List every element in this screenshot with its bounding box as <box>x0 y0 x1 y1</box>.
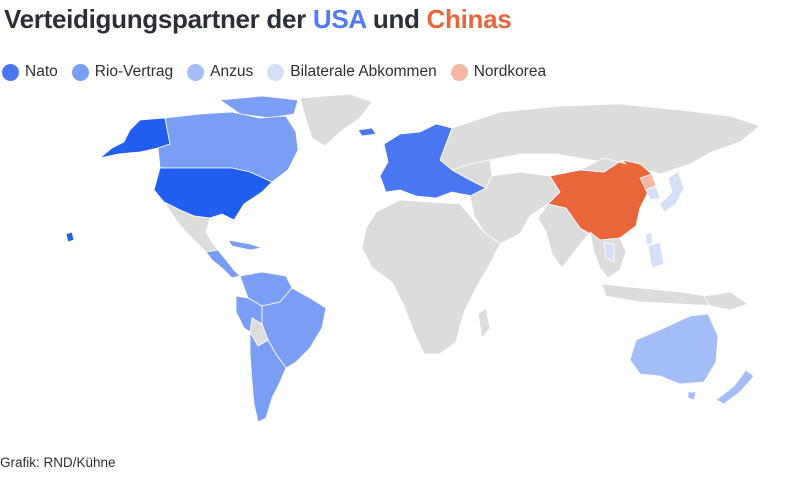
region-africa <box>361 199 501 355</box>
title-middle: und <box>365 4 427 34</box>
region-southern-cone <box>249 331 287 423</box>
legend-item-northkorea: Nordkorea <box>450 63 547 81</box>
title-china: Chinas <box>426 4 512 34</box>
legend-label-rio: Rio-Vertrag <box>94 63 174 80</box>
region-canada <box>157 111 299 183</box>
chart-title: Verteidigungspartner der USA und Chinas <box>4 4 512 35</box>
region-hawaii <box>65 231 75 243</box>
region-central-america <box>205 249 241 279</box>
region-mongolia <box>579 157 627 173</box>
region-philippines <box>647 241 665 269</box>
region-iceland <box>357 127 377 137</box>
region-peru <box>235 295 263 333</box>
region-australia <box>629 313 719 385</box>
region-thailand <box>603 241 615 263</box>
region-taiwan <box>645 231 653 245</box>
title-usa: USA <box>312 4 366 34</box>
legend-label-northkorea: Nordkorea <box>473 63 547 80</box>
legend-swatch-rio <box>71 63 89 81</box>
legend-label-bilateral: Bilaterale Abkommen <box>290 63 437 80</box>
region-madagascar <box>477 307 491 339</box>
legend-label-anzus: Anzus <box>210 63 254 80</box>
legend-item-nato: Nato <box>2 63 58 81</box>
region-papua <box>703 291 749 311</box>
legend-item-anzus: Anzus <box>187 63 253 81</box>
region-tasmania <box>687 391 697 401</box>
region-newzealand <box>715 369 755 405</box>
legend-item-bilateral: Bilaterale Abkommen <box>267 63 437 81</box>
legend-swatch-anzus <box>187 63 205 81</box>
region-mexico <box>163 201 219 253</box>
world-map <box>65 93 761 423</box>
region-greenland <box>299 93 373 147</box>
region-southkorea <box>645 185 661 201</box>
region-indonesia <box>601 283 721 307</box>
title-prefix: Verteidigungspartner der <box>4 4 313 34</box>
legend-swatch-nato <box>2 63 19 81</box>
legend-item-rio: Rio-Vertrag <box>71 63 174 81</box>
legend: Nato Rio-Vertrag Anzus Bilaterale Abkomm… <box>0 62 560 82</box>
legend-swatch-bilateral <box>267 63 285 81</box>
region-caribbean <box>227 239 263 251</box>
region-japan <box>659 171 685 213</box>
legend-label-nato: Nato <box>25 63 58 80</box>
legend-swatch-northkorea <box>450 63 468 81</box>
source-credit: Grafik: RND/Kühne <box>0 455 116 470</box>
